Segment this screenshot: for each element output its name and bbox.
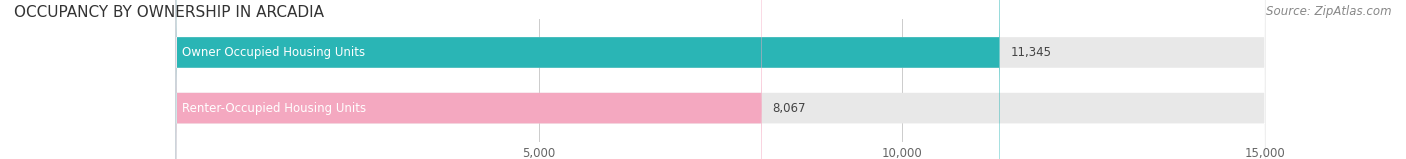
Text: Renter-Occupied Housing Units: Renter-Occupied Housing Units	[181, 102, 366, 115]
Text: 8,067: 8,067	[773, 102, 806, 115]
Text: Source: ZipAtlas.com: Source: ZipAtlas.com	[1267, 5, 1392, 18]
FancyBboxPatch shape	[176, 0, 762, 159]
FancyBboxPatch shape	[176, 0, 1000, 159]
FancyBboxPatch shape	[176, 0, 1265, 159]
FancyBboxPatch shape	[176, 0, 1265, 159]
Text: Owner Occupied Housing Units: Owner Occupied Housing Units	[181, 46, 364, 59]
Text: 11,345: 11,345	[1011, 46, 1052, 59]
Text: OCCUPANCY BY OWNERSHIP IN ARCADIA: OCCUPANCY BY OWNERSHIP IN ARCADIA	[14, 5, 323, 20]
